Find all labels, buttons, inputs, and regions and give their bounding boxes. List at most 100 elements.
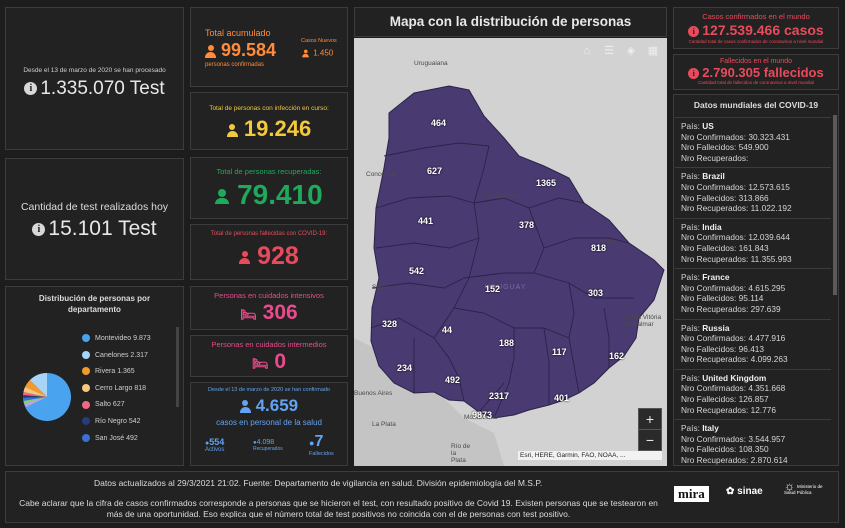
department-count-label[interactable]: 441 — [418, 216, 434, 226]
map-place-label: Tacuarembó — [482, 193, 518, 200]
footer-note: Cabe aclarar que la cifra de casos confi… — [19, 498, 658, 518]
department-count-label[interactable]: 44 — [442, 325, 453, 335]
department-count-label[interactable]: 117 — [552, 347, 567, 357]
health-active-label: Activos — [205, 447, 225, 453]
world-deaths-sub: Cantidad total de fallecidos de coronavi… — [697, 80, 815, 85]
map-place-label: Buenos Aires — [354, 390, 393, 397]
legend-item-value: 1.365 — [117, 368, 135, 376]
department-count-label[interactable]: 188 — [499, 338, 515, 348]
person-icon — [302, 49, 309, 58]
department-count-label[interactable]: 464 — [431, 118, 447, 128]
department-count-label[interactable]: 818 — [591, 243, 607, 253]
map-view[interactable]: Uruguaiana Concordia Tacuarembó Melo Salto Sa… — [354, 38, 667, 466]
info-icon: i — [688, 25, 700, 37]
department-count-label[interactable]: 303 — [588, 288, 604, 298]
icu-label: Personas en cuidados intensivos — [214, 291, 324, 300]
home-icon[interactable]: ⌂ — [583, 45, 591, 57]
country-pais-row: País: Brazil — [681, 171, 831, 182]
country-recuperados-label: Nro Recuperados: — [681, 152, 749, 163]
info-icon: i — [24, 82, 38, 96]
department-count-label[interactable]: 152 — [485, 284, 501, 294]
legend-item[interactable]: Cerro Largo 818 — [82, 381, 172, 398]
world-cases-panel: Casos confirmados en el mundo i 127.539.4… — [673, 7, 839, 49]
country-confirmados-label: Nro Confirmados: — [681, 131, 747, 142]
mira-logo: mira — [674, 486, 709, 502]
legend-color-dot — [82, 367, 90, 376]
new-cases-value: 1.450 — [313, 48, 334, 58]
legend-item[interactable]: Canelones 2.317 — [82, 348, 172, 365]
world-list-panel: Datos mundiales del COVID-19 País: US Nro… — [673, 94, 839, 466]
country-recuperados-value: 2.870.614 — [750, 455, 788, 466]
country-card[interactable]: País: Russia Nro Confirmados: 4.477.916 Nr… — [675, 318, 831, 369]
country-pais-row: País: India — [681, 222, 831, 233]
legend-item[interactable]: San José 492 — [82, 431, 172, 448]
legend-scrollbar[interactable] — [176, 327, 179, 407]
pie-slice-canelones — [30, 372, 47, 397]
country-fallecidos-value: 161.843 — [738, 242, 769, 253]
department-count-label[interactable]: 328 — [382, 319, 398, 329]
legend-item-name: Montevideo — [95, 335, 132, 342]
legend-item-name: Canelones — [95, 351, 129, 359]
legend-item-name: Cerro Largo — [95, 384, 133, 392]
legend-color-dot — [82, 383, 90, 392]
country-card[interactable]: País: India Nro Confirmados: 12.039.644 Nr… — [675, 217, 831, 268]
zoom-out-button[interactable]: − — [645, 432, 655, 448]
recovered-panel: Total de personas recuperadas: 79.410 — [190, 157, 348, 219]
country-confirmados-label: Nro Confirmados: — [681, 433, 747, 444]
country-recuperados-label: Nro Recuperados: — [681, 404, 749, 415]
department-count-label[interactable]: 401 — [554, 393, 570, 403]
legend-item[interactable]: Montevideo 9.873 — [82, 331, 172, 348]
department-count-label[interactable]: 9873 — [472, 410, 493, 420]
department-count-label[interactable]: 378 — [519, 220, 535, 230]
layers-icon[interactable]: ◈ — [626, 45, 636, 57]
zoom-in-button[interactable]: + — [639, 409, 661, 430]
country-confirmados-label: Nro Confirmados: — [681, 383, 747, 394]
basemap-icon[interactable]: ▦ — [647, 45, 659, 57]
country-card[interactable]: País: France Nro Confirmados: 4.615.295 Nr… — [675, 268, 831, 318]
world-deaths-label: Fallecidos en el mundo — [720, 58, 792, 65]
active-infections-panel: Total de personas con infección en curso… — [190, 92, 348, 150]
deaths-panel: Total de personas fallecidas con COVID-1… — [190, 224, 348, 280]
department-count-label[interactable]: 492 — [445, 375, 461, 385]
country-fallecidos-value: 95.114 — [738, 293, 764, 304]
map-place-label: URUGUAY — [485, 284, 527, 291]
country-fallecidos-label: Nro Fallecidos: — [681, 293, 737, 304]
country-list-scrollbar[interactable] — [833, 115, 837, 295]
legend-item-name: Río Negro — [95, 417, 127, 425]
distribution-pie-chart — [23, 372, 71, 421]
department-count-label[interactable]: 1365 — [536, 178, 557, 188]
legend-item-name: San José — [95, 434, 125, 442]
country-fallecidos-label: Nro Fallecidos: — [681, 242, 737, 253]
department-count-label[interactable]: 2317 — [489, 391, 510, 401]
country-card[interactable]: País: US Nro Confirmados: 30.323.431 Nro F… — [675, 117, 831, 167]
tests-today-caption: Cantidad de test realizados hoy — [20, 201, 169, 213]
footer-panel: Datos actualizados al 29/3/2021 21:02. F… — [5, 471, 839, 523]
country-recuperados-label: Nro Recuperados: — [681, 455, 749, 466]
country-fallecidos-value: 96.413 — [738, 343, 765, 354]
country-card[interactable]: País: Brazil Nro Confirmados: 12.573.615 N… — [675, 167, 831, 217]
department-count-label[interactable]: 162 — [609, 351, 625, 361]
legend-item-value: 818 — [134, 384, 146, 392]
legend-item[interactable]: Río Negro 542 — [82, 414, 172, 431]
country-card[interactable]: País: Italy Nro Confirmados: 3.544.957 Nro… — [675, 419, 831, 466]
health-staff-caption: Desde el 13 de marzo de 2020 se han conf… — [208, 387, 330, 393]
country-fallecidos-label: Nro Fallecidos: — [681, 192, 737, 203]
msp-logo: ☼ Ministerio de Salud Pública — [784, 479, 823, 495]
map-place-label: Santa Vitória do Palmar — [624, 314, 662, 328]
country-list[interactable]: País: US Nro Confirmados: 30.323.431 Nro F… — [675, 117, 831, 466]
health-staff-value: 4.659 — [255, 396, 299, 415]
country-confirmados-value: 4.351.668 — [748, 383, 786, 394]
department-count-label[interactable]: 542 — [409, 266, 425, 276]
legend-item[interactable]: Rivera 1.365 — [82, 364, 172, 381]
legend-item[interactable]: Salto 627 — [82, 397, 172, 414]
tests-since-caption: Desde el 13 de marzo de 2020 se han proc… — [23, 67, 166, 74]
list-icon[interactable]: ☰ — [604, 45, 614, 57]
info-icon: i — [32, 222, 46, 236]
department-count-label[interactable]: 627 — [427, 166, 443, 176]
health-deaths-value: 7 — [314, 433, 324, 450]
country-pais-row: País: Italy — [681, 423, 831, 434]
department-borders — [370, 142, 634, 419]
country-recuperados-label: Nro Recuperados: — [681, 203, 749, 214]
department-count-label[interactable]: 234 — [397, 363, 413, 373]
country-card[interactable]: País: United Kingdom Nro Confirmados: 4.3… — [675, 368, 831, 419]
